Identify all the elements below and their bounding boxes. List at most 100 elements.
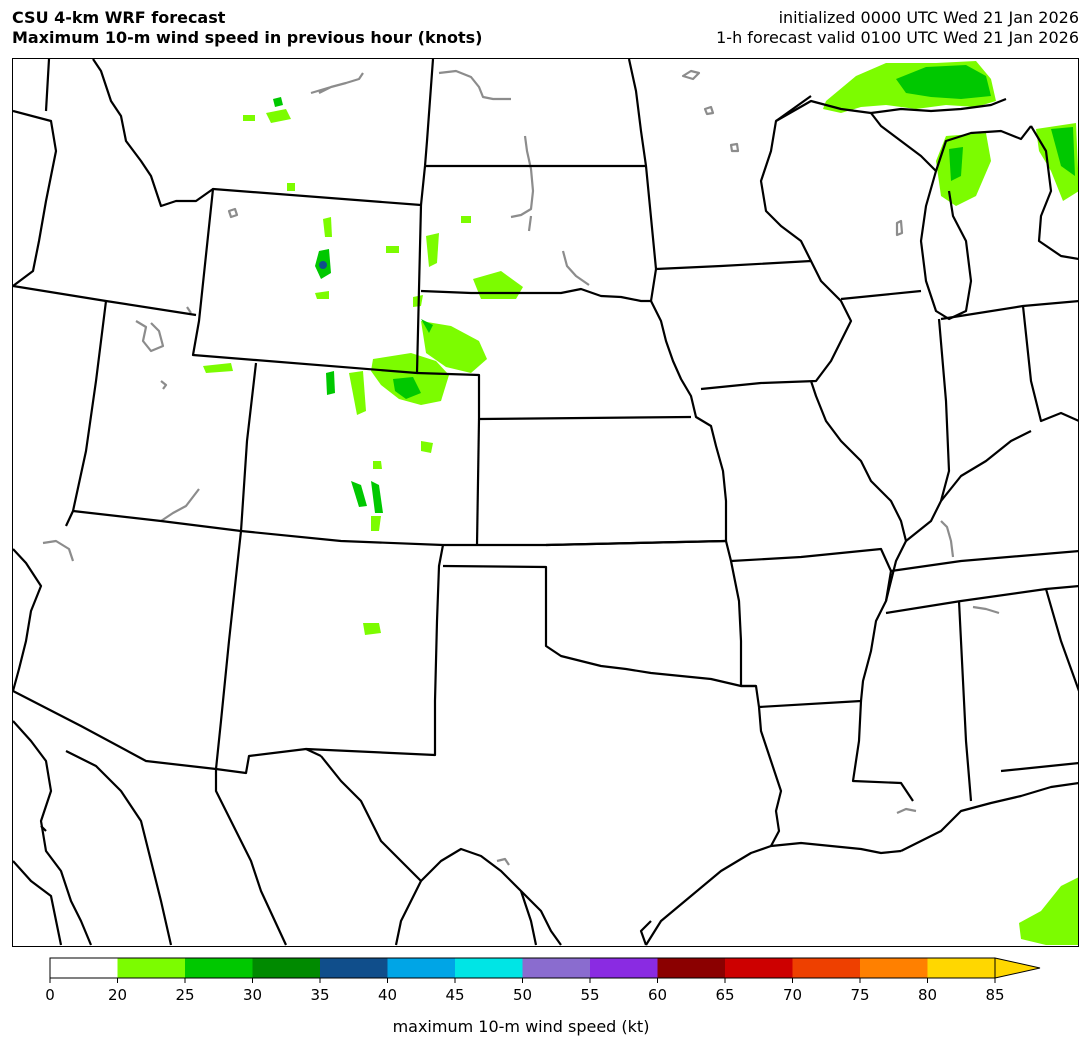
colorbar-box [590,958,658,978]
wind-area-mt-spot [243,115,255,121]
border-mississippi-river [809,380,908,602]
border-ok-ar [724,540,761,708]
colorbar-box [50,958,118,978]
wind-area-co-south-3 [371,516,381,531]
lake-sakakawea [438,69,511,101]
mexico-state-line-1 [65,750,173,946]
border-mn-wi [759,95,812,262]
colorbar-box [927,958,995,978]
border-upper-michigan [870,112,1032,173]
border-mt-nd [419,59,435,206]
colorbar-box [792,958,860,978]
colorbar-box [185,958,253,978]
lake-pontchartrain [896,807,917,815]
border-mi-in-oh [940,299,1078,321]
coast-texas [645,841,902,946]
wind-area-co-ne-spot [421,441,433,453]
coast-mexico-gulf [639,920,652,946]
colorbar-box [320,958,388,978]
mt-lake [186,306,192,314]
border-az-nm [214,530,243,770]
valid-time-label: 1-h forecast valid 0100 UTC Wed 21 Jan 2… [716,28,1079,47]
border-tx-panhandle [442,564,756,688]
colorbar-tick-label: 45 [445,986,464,1004]
colorbar: 0 20 25 30 35 40 45 50 55 60 65 70 75 80 85 maximum 10… [0,950,1091,1047]
border-fl-al [1000,761,1078,773]
wind-area-co-front-range-1 [326,371,335,395]
wind-area-wy-south [315,291,329,299]
border-il-in [905,318,951,542]
lake-of-the-woods [681,69,701,81]
small-lake-mn1 [703,105,715,116]
border-la-ms [851,700,914,802]
lake-winnebago [895,219,904,237]
wind-shading-layer [203,61,1078,945]
colorbar-box [252,958,320,978]
forecast-time-info: initialized 0000 UTC Wed 21 Jan 2026 1-h… [716,8,1079,48]
border-iowa [655,259,853,391]
border-az-mexico [13,690,322,775]
border-rio-grande [320,755,562,946]
coast-michigan-west [919,170,973,321]
border-wa-or [13,109,58,287]
coast-lake-superior [775,97,1007,122]
border-four-corners [72,509,727,547]
state-borders [13,59,1078,946]
wind-area-sd-west [426,233,439,267]
water-outlines [42,69,1000,866]
wy-lake [227,207,239,219]
border-wi-il [840,289,922,301]
island-baja [40,825,47,832]
coast-baja-west [13,860,63,946]
border-ne-ia-mo [650,300,728,541]
mexico-state-line-3 [394,880,422,946]
border-tx-la [757,706,783,847]
wind-area-nebraska-core [421,319,433,333]
wind-area-wy-north2 [273,97,283,107]
colorbar-tick-label: 0 [45,986,55,1004]
lewis-clark-lake [561,250,590,286]
border-ne-co [416,371,692,421]
mexico-state-line-4 [519,890,538,946]
utah-lake [160,380,168,390]
wind-area-co-mid [373,461,382,469]
wind-area-lake-michigan-core [949,147,963,181]
colorbar-tick-label: 40 [378,986,397,1004]
colorbar-tick-label: 70 [783,986,802,1004]
border-ks-ok [545,539,727,547]
wind-area-wy-ridge [323,217,332,237]
kentucky-lake [940,520,955,558]
colorbar-tick-label: 25 [175,986,194,1004]
wind-speed-map [12,58,1079,947]
colorbar-box [455,958,523,978]
wind-area-sd-south [473,271,523,299]
colorbar-label: maximum 10-m wind speed (kt) [393,1017,650,1036]
wind-area-ne-spot [461,216,471,223]
colorbar-box [117,958,185,978]
wind-area-sd-spot [386,246,399,253]
wind-area-co-front-range-2 [349,371,366,415]
colorbar-box [725,958,793,978]
border-sd-ne [420,287,651,303]
border-tn-ms-al [885,584,1078,615]
border-ut-co [239,362,258,532]
border-wyoming [191,187,423,375]
colorbar-tick-label: 55 [580,986,599,1004]
init-time-label: initialized 0000 UTC Wed 21 Jan 2026 [778,8,1079,27]
small-lake-mn2 [729,142,740,153]
tx-lake [496,857,510,866]
border-id-mt [44,59,214,208]
coast-gulf-east [900,782,1078,852]
colorbar-tick-label: 30 [243,986,262,1004]
chart-title: CSU 4-km WRF forecast Maximum 10-m wind … [12,8,482,48]
lake-fort-peck [310,72,364,95]
border-mo-ar [730,547,893,709]
colorbar-tick-label: 80 [918,986,937,1004]
wind-spot-wy-max [319,261,327,269]
border-ms-al [957,600,973,802]
lake-mead [42,539,75,562]
colorbar-ticks: 0 20 25 30 35 40 45 50 55 60 65 70 75 80 85 [45,978,1005,1004]
great-salt-lake [135,320,165,353]
colorbar-extend-arrow [994,957,1041,979]
lake-powell [160,488,200,522]
